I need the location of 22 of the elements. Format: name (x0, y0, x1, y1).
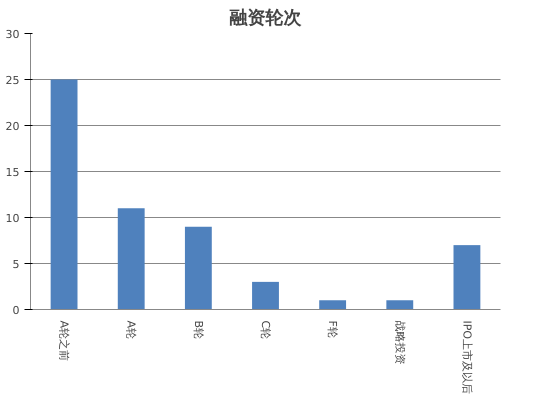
x-tick-label: A轮 (124, 320, 138, 340)
x-tick-label: C轮 (259, 320, 272, 340)
x-tick-label: B轮 (192, 320, 205, 340)
bar (454, 245, 480, 310)
bar (319, 300, 346, 310)
chart-title: 融资轮次 (230, 8, 302, 28)
x-tick-label: A轮之前 (58, 320, 71, 362)
x-tick-label: F轮 (326, 320, 340, 338)
y-tick-label: 30 (6, 28, 20, 41)
y-tick-label: 10 (6, 212, 20, 225)
y-tick-label: 15 (6, 166, 20, 179)
y-tick-label: 25 (6, 74, 20, 87)
y-tick-label: 5 (12, 258, 20, 271)
bar (252, 282, 279, 310)
bar (50, 80, 78, 310)
bar (184, 226, 212, 310)
x-tick-label: IPO上市及以后 (460, 320, 474, 394)
y-tick-label: 20 (6, 120, 20, 133)
bar (118, 208, 145, 310)
y-tick-label: 0 (12, 304, 20, 317)
x-tick-label: 战略投资 (393, 320, 406, 364)
bar (386, 300, 414, 310)
